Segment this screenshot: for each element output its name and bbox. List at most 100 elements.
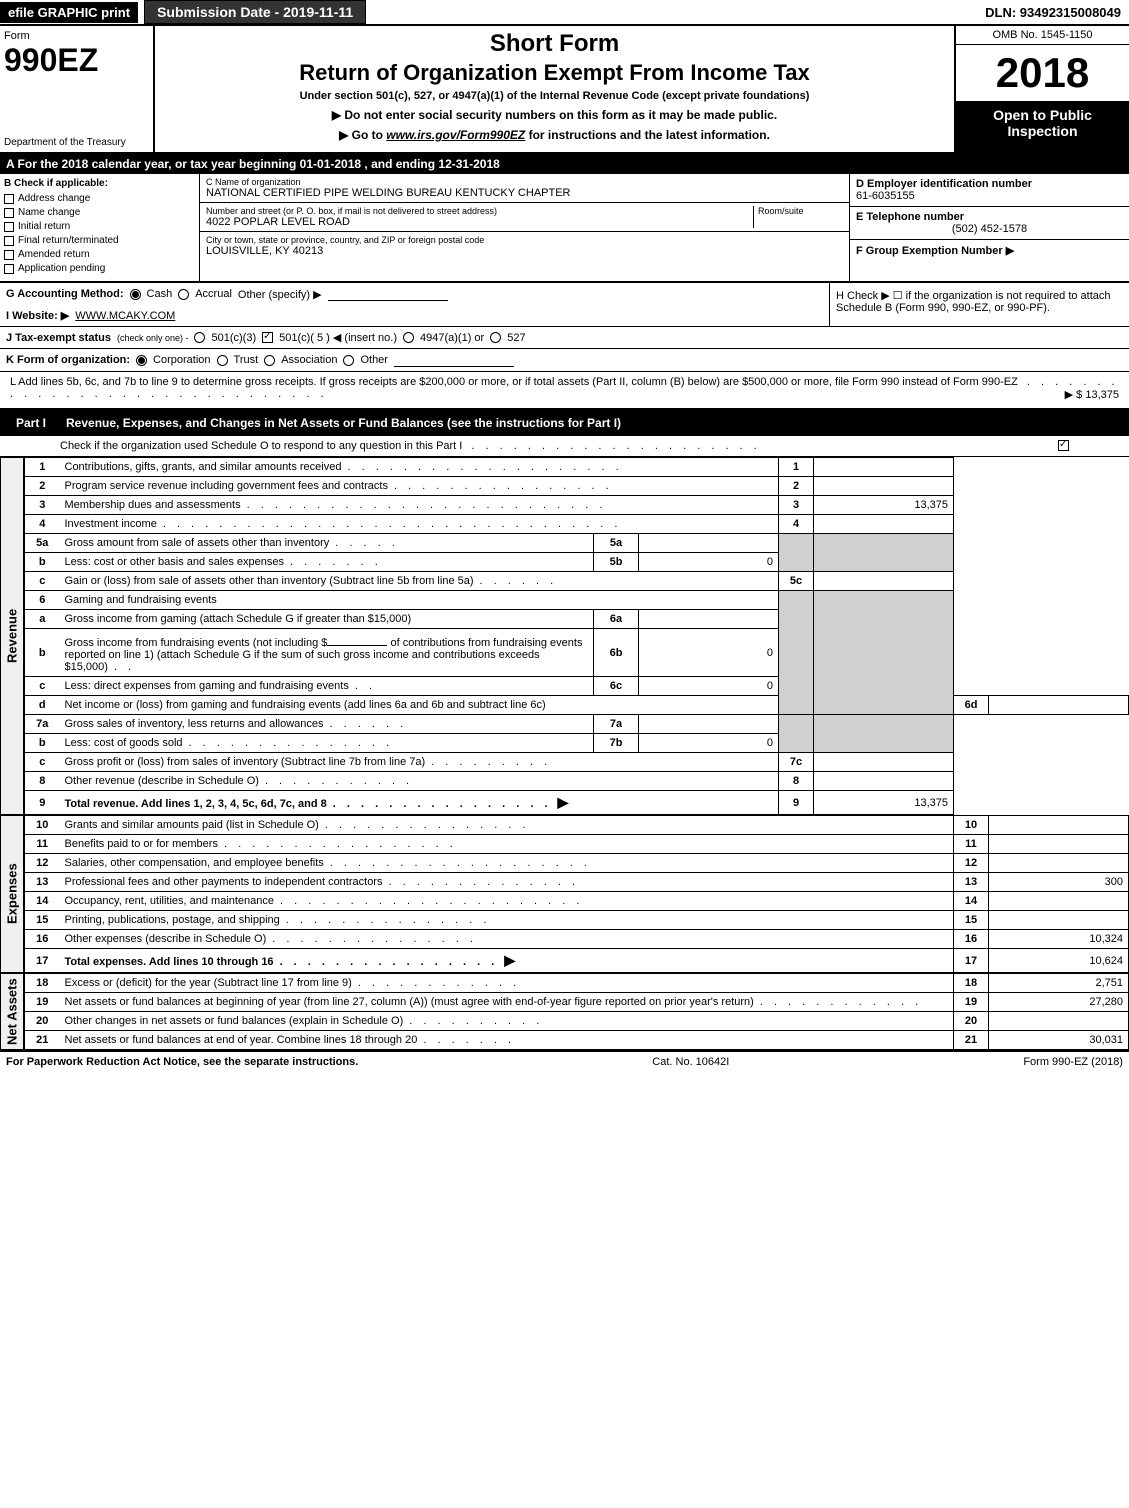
gh-row: G Accounting Method: Cash Accrual Other … bbox=[0, 283, 1129, 327]
radio-accrual[interactable] bbox=[178, 289, 189, 300]
header-center: Short Form Return of Organization Exempt… bbox=[155, 26, 954, 152]
l-amount: ▶ $ 13,375 bbox=[1065, 388, 1119, 401]
website-row: I Website: ▶ WWW.MCAKY.COM bbox=[0, 305, 829, 326]
top-bar: efile GRAPHIC print Submission Date - 20… bbox=[0, 0, 1129, 26]
form-ref: Form 990-EZ (2018) bbox=[1023, 1056, 1123, 1068]
box-def: D Employer identification number 61-6035… bbox=[849, 174, 1129, 281]
radio-other-org[interactable] bbox=[343, 355, 354, 366]
return-title: Return of Organization Exempt From Incom… bbox=[163, 60, 946, 86]
radio-501c3[interactable] bbox=[194, 332, 205, 343]
line-11: 11Benefits paid to or for members. . . .… bbox=[25, 835, 1129, 854]
form-header: Form 990EZ Department of the Treasury Sh… bbox=[0, 26, 1129, 154]
irs-link[interactable]: www.irs.gov/Form990EZ bbox=[386, 128, 525, 142]
paperwork-notice: For Paperwork Reduction Act Notice, see … bbox=[6, 1056, 358, 1068]
line-1: 1Contributions, gifts, grants, and simil… bbox=[25, 458, 1129, 477]
period-begin: 01-01-2018 bbox=[300, 157, 361, 171]
header-left: Form 990EZ Department of the Treasury bbox=[0, 26, 155, 152]
other-specify-input[interactable] bbox=[328, 287, 448, 301]
radio-association[interactable] bbox=[264, 355, 275, 366]
line-3: 3Membership dues and assessments. . . . … bbox=[25, 496, 1129, 515]
revenue-section: Revenue 1Contributions, gifts, grants, a… bbox=[0, 457, 1129, 815]
line-6c: cLess: direct expenses from gaming and f… bbox=[25, 677, 1129, 696]
line-7c: cGross profit or (loss) from sales of in… bbox=[25, 753, 1129, 772]
ein-label: D Employer identification number bbox=[856, 178, 1123, 190]
page-footer: For Paperwork Reduction Act Notice, see … bbox=[0, 1050, 1129, 1072]
box-c: C Name of organization NATIONAL CERTIFIE… bbox=[200, 174, 849, 281]
box-b-title: B Check if applicable: bbox=[4, 178, 195, 189]
line-10: 10Grants and similar amounts paid (list … bbox=[25, 816, 1129, 835]
tax-year: 2018 bbox=[956, 45, 1129, 101]
revenue-side-label: Revenue bbox=[0, 457, 24, 815]
cb-initial-return[interactable]: Initial return bbox=[4, 221, 195, 232]
cb-schedule-o[interactable] bbox=[1058, 440, 1069, 451]
tax-period: A For the 2018 calendar year, or tax yea… bbox=[0, 154, 1129, 174]
short-form-title: Short Form bbox=[163, 30, 946, 58]
l-text: L Add lines 5b, 6c, and 7b to line 9 to … bbox=[10, 376, 1018, 388]
street-label: Number and street (or P. O. box, if mail… bbox=[206, 206, 753, 216]
org-city: LOUISVILLE, KY 40213 bbox=[206, 245, 843, 257]
org-name: NATIONAL CERTIFIED PIPE WELDING BUREAU K… bbox=[206, 187, 843, 199]
efile-print-label[interactable]: efile GRAPHIC print bbox=[0, 2, 138, 23]
omb-number: OMB No. 1545-1150 bbox=[956, 26, 1129, 45]
period-pre: A For the 2018 calendar year, or tax yea… bbox=[6, 157, 300, 171]
cb-final-return[interactable]: Final return/terminated bbox=[4, 235, 195, 246]
line-9: 9Total revenue. Add lines 1, 2, 3, 4, 5c… bbox=[25, 791, 1129, 815]
g-label: G Accounting Method: bbox=[6, 288, 124, 300]
radio-corporation[interactable] bbox=[136, 355, 147, 366]
dept-treasury: Department of the Treasury bbox=[4, 137, 149, 148]
radio-4947[interactable] bbox=[403, 332, 414, 343]
line-16: 16Other expenses (describe in Schedule O… bbox=[25, 930, 1129, 949]
cb-amended-return[interactable]: Amended return bbox=[4, 249, 195, 260]
line-2: 2Program service revenue including gover… bbox=[25, 477, 1129, 496]
period-mid: , and ending bbox=[364, 157, 438, 171]
line-13: 13Professional fees and other payments t… bbox=[25, 873, 1129, 892]
expenses-section: Expenses 10Grants and similar amounts pa… bbox=[0, 815, 1129, 973]
i-label: I Website: ▶ bbox=[6, 309, 69, 322]
cb-name-change[interactable]: Name change bbox=[4, 207, 195, 218]
form-of-organization: K Form of organization: Corporation Trus… bbox=[0, 349, 1129, 372]
j-label: J Tax-exempt status bbox=[6, 332, 111, 344]
line-7a: 7aGross sales of inventory, less returns… bbox=[25, 715, 1129, 734]
line-6b: bGross income from fundraising events (n… bbox=[25, 629, 1129, 677]
h-box: H Check ▶ ☐ if the organization is not r… bbox=[829, 283, 1129, 326]
radio-cash[interactable] bbox=[130, 289, 141, 300]
h-text: H Check ▶ ☐ if the organization is not r… bbox=[836, 290, 1111, 314]
goto-prefix: ▶ Go to bbox=[339, 128, 386, 142]
ein-value: 61-6035155 bbox=[856, 190, 1123, 202]
submission-date: Submission Date - 2019-11-11 bbox=[144, 0, 366, 24]
part1-title: Revenue, Expenses, and Changes in Net As… bbox=[66, 416, 621, 430]
cb-address-change[interactable]: Address change bbox=[4, 193, 195, 204]
header-right: OMB No. 1545-1150 2018 Open to Public In… bbox=[954, 26, 1129, 152]
dln-number: DLN: 93492315008049 bbox=[977, 2, 1129, 23]
line-5b: bLess: cost or other basis and sales exp… bbox=[25, 553, 1129, 572]
line-4: 4Investment income. . . . . . . . . . . … bbox=[25, 515, 1129, 534]
phone-value: (502) 452-1578 bbox=[856, 223, 1123, 235]
net-assets-table: 18Excess or (deficit) for the year (Subt… bbox=[24, 973, 1129, 1050]
cb-501c[interactable] bbox=[262, 332, 273, 343]
line-6d: dNet income or (loss) from gaming and fu… bbox=[25, 696, 1129, 715]
net-assets-section: Net Assets 18Excess or (deficit) for the… bbox=[0, 973, 1129, 1050]
open-to-public: Open to Public Inspection bbox=[956, 101, 1129, 152]
net-assets-side-label: Net Assets bbox=[0, 973, 24, 1050]
k-label: K Form of organization: bbox=[6, 354, 130, 366]
period-end: 12-31-2018 bbox=[438, 157, 499, 171]
radio-trust[interactable] bbox=[217, 355, 228, 366]
radio-527[interactable] bbox=[490, 332, 501, 343]
room-label: Room/suite bbox=[758, 206, 843, 216]
part1-header: Part I Revenue, Expenses, and Changes in… bbox=[0, 410, 1129, 436]
line-17: 17Total expenses. Add lines 10 through 1… bbox=[25, 949, 1129, 973]
other-org-input[interactable] bbox=[394, 353, 514, 367]
box-b: B Check if applicable: Address change Na… bbox=[0, 174, 200, 281]
line-12: 12Salaries, other compensation, and empl… bbox=[25, 854, 1129, 873]
line-14: 14Occupancy, rent, utilities, and mainte… bbox=[25, 892, 1129, 911]
line-19: 19Net assets or fund balances at beginni… bbox=[25, 993, 1129, 1012]
irs-link-line: ▶ Go to www.irs.gov/Form990EZ for instru… bbox=[163, 128, 946, 142]
subtitle: Under section 501(c), 527, or 4947(a)(1)… bbox=[163, 90, 946, 102]
line-7b: bLess: cost of goods sold. . . . . . . .… bbox=[25, 734, 1129, 753]
cb-application-pending[interactable]: Application pending bbox=[4, 263, 195, 274]
name-label: C Name of organization bbox=[206, 177, 843, 187]
entity-info: B Check if applicable: Address change Na… bbox=[0, 174, 1129, 283]
revenue-table: 1Contributions, gifts, grants, and simil… bbox=[24, 457, 1129, 815]
phone-label: E Telephone number bbox=[856, 211, 1123, 223]
website-value[interactable]: WWW.MCAKY.COM bbox=[75, 310, 175, 322]
